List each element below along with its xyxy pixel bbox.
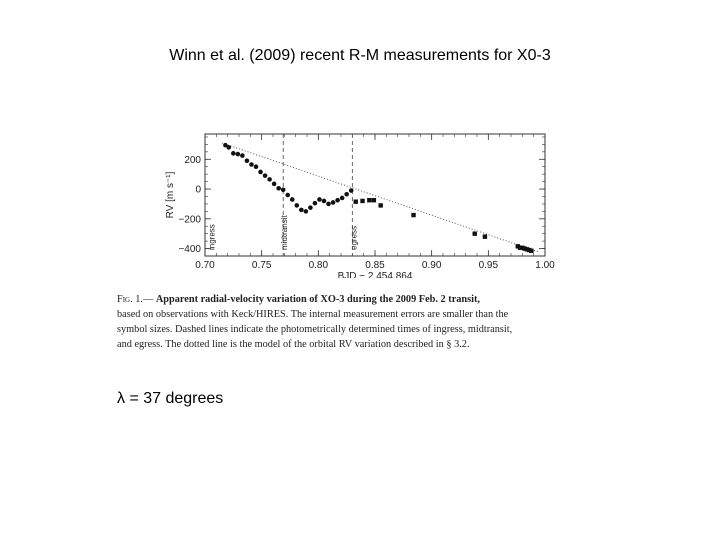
data-point-circle: [317, 197, 322, 202]
annotation-label: ingress: [208, 224, 217, 250]
data-point-circle: [276, 186, 281, 191]
caption-line-2: based on observations with Keck/HIRES. T…: [117, 309, 509, 320]
figure-caption: Fig. 1.— Apparent radial-velocity variat…: [117, 292, 587, 352]
caption-heading: Apparent radial-velocity variation of XO…: [155, 294, 481, 305]
annotation-label: midtransit: [280, 215, 289, 250]
data-point-circle: [339, 195, 345, 201]
caption-figure-label: Fig. 1.—: [117, 294, 154, 305]
data-point-circle: [308, 205, 313, 210]
data-point-circle: [303, 209, 309, 214]
data-point-square: [411, 212, 416, 218]
y-tick-label: 0: [195, 185, 201, 196]
y-tick-label: 200: [184, 155, 201, 166]
y-tick-label: −400: [178, 244, 201, 255]
data-point-circle: [253, 164, 259, 170]
data-point-circle: [321, 198, 327, 204]
data-point-circle: [294, 203, 300, 208]
x-tick-label: 0.90: [422, 260, 442, 271]
x-tick-label: 0.85: [365, 260, 385, 271]
data-point-square: [515, 244, 520, 249]
data-point-square: [520, 245, 525, 251]
data-point-circle: [223, 142, 228, 148]
data-point-circle: [280, 187, 286, 193]
data-point-circle: [335, 197, 340, 203]
data-point-square: [371, 198, 377, 203]
x-tick-label: 0.80: [309, 260, 329, 271]
data-point-circle: [231, 151, 236, 156]
data-point-square: [367, 198, 372, 203]
data-point-square: [378, 203, 383, 208]
data-point-circle: [244, 158, 250, 164]
data-point-circle: [344, 191, 349, 197]
x-tick-label: 0.95: [479, 260, 499, 271]
x-tick-label: 0.70: [195, 260, 215, 271]
data-point-circle: [330, 200, 336, 205]
x-axis-label: BJD − 2,454,864: [338, 271, 413, 278]
x-tick-label: 1.00: [535, 260, 555, 271]
data-point-circle: [267, 177, 272, 182]
data-point-circle: [285, 192, 291, 198]
caption-line-4: and egress. The dotted line is the model…: [117, 339, 470, 350]
model-line-dotted: [221, 142, 540, 253]
data-point-circle: [226, 145, 232, 150]
y-axis-label: RV [m s⁻¹]: [165, 171, 176, 218]
slide-title: Winn et al. (2009) recent R-M measuremen…: [169, 47, 551, 64]
data-point-circle: [240, 153, 245, 158]
data-point-square: [472, 231, 477, 236]
annotation-label: egress: [349, 226, 358, 250]
y-tick-label: −200: [178, 214, 201, 225]
data-point-square: [482, 234, 488, 239]
data-point-square: [526, 247, 532, 253]
data-point-circle: [271, 181, 277, 187]
data-point-square: [524, 247, 530, 252]
data-point-square: [517, 245, 523, 251]
plot-frame: [204, 133, 546, 257]
data-point-circle: [235, 151, 241, 157]
rv-chart: 0.70 0.75 0.80 0.85 0.90 0.95 1.00 200 0 −200 −400…: [165, 133, 555, 278]
lambda-result: λ = 37 degrees: [117, 390, 224, 407]
rv-figure: 0.70 0.75 0.80 0.85 0.90 0.95 1.00 200 0 −200 −400…: [150, 128, 590, 278]
data-point-circle: [326, 201, 331, 207]
data-point-circle: [348, 188, 354, 193]
data-point-circle: [258, 169, 263, 175]
caption-line-3: symbol sizes. Dashed lines indicate the …: [117, 324, 513, 335]
data-point-square: [353, 199, 358, 204]
data-point-circle: [249, 162, 254, 167]
x-tick-label: 0.75: [252, 260, 272, 271]
data-point-square: [529, 248, 534, 253]
data-point-square: [360, 198, 365, 204]
data-point-circle: [299, 207, 304, 213]
data-point-circle: [312, 200, 318, 206]
data-point-circle: [262, 173, 268, 178]
data-point-circle: [289, 197, 295, 202]
data-point-square: [522, 246, 527, 251]
